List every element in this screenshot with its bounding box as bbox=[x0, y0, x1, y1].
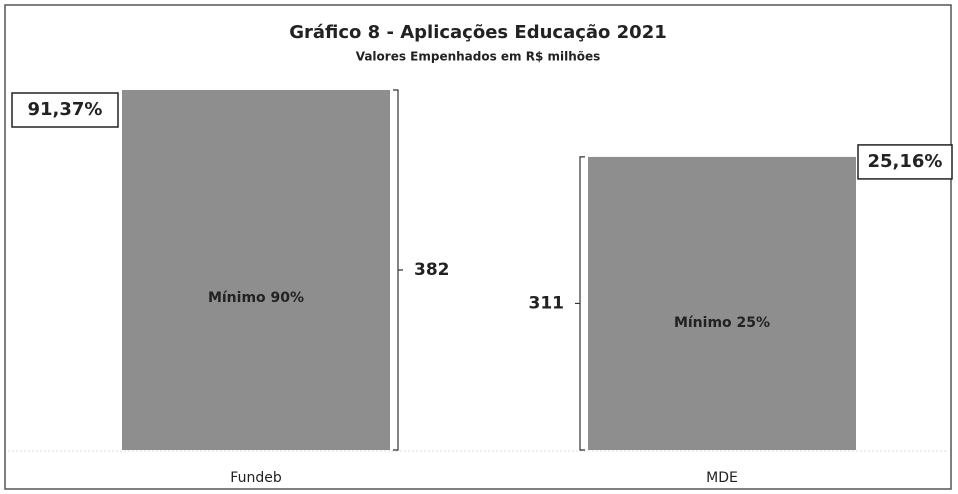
x-tick-label: MDE bbox=[706, 470, 738, 486]
chart-title: Gráfico 8 - Aplicações Educação 2021 bbox=[289, 22, 667, 43]
chart-subtitle: Valores Empenhados em R$ milhões bbox=[356, 50, 601, 64]
inner-label: Mínimo 90% bbox=[208, 290, 304, 306]
bar bbox=[588, 156, 856, 450]
percent-box bbox=[11, 92, 119, 128]
inner-label: Mínimo 25% bbox=[674, 315, 770, 331]
bracket bbox=[575, 156, 585, 451]
percent-box bbox=[857, 144, 953, 180]
value-label: 311 bbox=[529, 293, 565, 313]
percent-label: 91,37% bbox=[28, 99, 103, 120]
percent-label: 25,16% bbox=[868, 151, 943, 172]
bar bbox=[122, 90, 390, 450]
value-label: 382 bbox=[414, 260, 450, 280]
x-tick-label: Fundeb bbox=[230, 470, 282, 486]
bracket bbox=[393, 89, 403, 451]
